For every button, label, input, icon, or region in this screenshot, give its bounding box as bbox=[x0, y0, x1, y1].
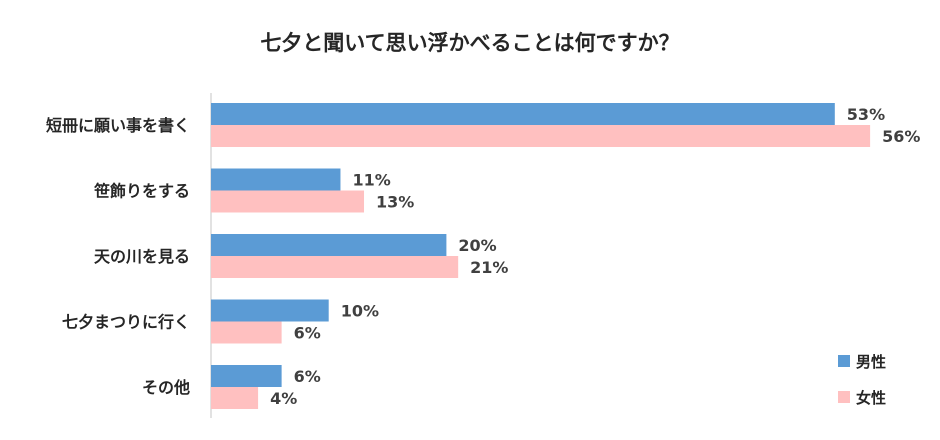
bar-female bbox=[211, 321, 282, 344]
data-label: 13% bbox=[376, 193, 414, 212]
chart-title: 七夕と聞いて思い浮かべることは何ですか？ bbox=[260, 31, 679, 55]
legend-swatch bbox=[838, 391, 850, 403]
data-label: 56% bbox=[882, 127, 920, 146]
data-label: 20% bbox=[458, 236, 496, 255]
category-label: その他 bbox=[142, 378, 190, 397]
bar-female bbox=[211, 256, 459, 278]
bar-female bbox=[211, 125, 871, 147]
bar-male bbox=[211, 365, 282, 387]
bar-male bbox=[211, 168, 341, 191]
bar-male bbox=[211, 103, 835, 125]
bar-male bbox=[211, 234, 447, 256]
legend-swatch bbox=[838, 355, 850, 367]
category-label: 笹飾りをする bbox=[93, 182, 190, 201]
data-label: 11% bbox=[352, 171, 390, 190]
data-label: 21% bbox=[470, 258, 508, 277]
legend-label: 女性 bbox=[856, 389, 886, 407]
data-label: 53% bbox=[847, 105, 885, 124]
category-label: 短冊に願い事を書く bbox=[46, 116, 190, 135]
bar-female bbox=[211, 387, 259, 409]
legend-label: 男性 bbox=[856, 353, 886, 371]
category-label: 七夕まつりに行く bbox=[62, 313, 190, 332]
bar-female bbox=[211, 190, 365, 213]
bar-male bbox=[211, 299, 329, 322]
data-label: 6% bbox=[294, 367, 321, 386]
data-label: 10% bbox=[341, 302, 379, 321]
data-label: 6% bbox=[294, 324, 321, 343]
data-label: 4% bbox=[270, 389, 297, 408]
category-label: 天の川を見る bbox=[94, 247, 190, 266]
